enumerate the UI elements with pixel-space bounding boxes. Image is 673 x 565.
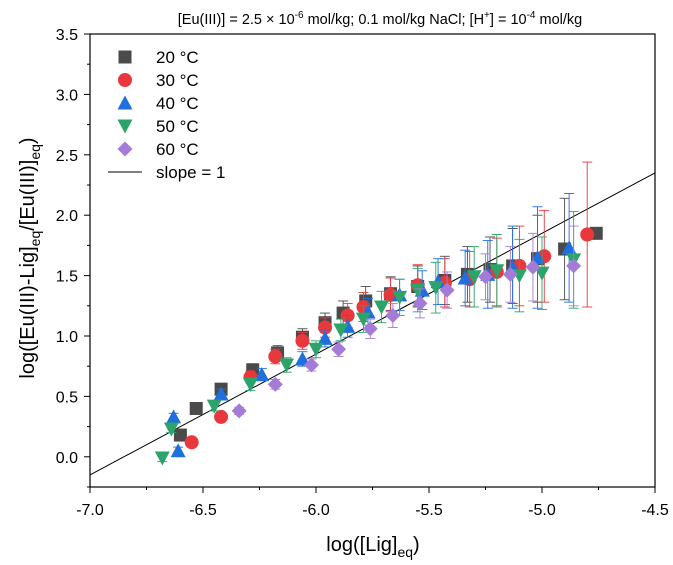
plot-frame [89, 33, 656, 488]
data-point [213, 386, 229, 401]
data-point [525, 259, 541, 275]
legend-label: 20 °C [156, 48, 199, 67]
plot-content [90, 161, 655, 476]
data-point [317, 330, 333, 345]
data-point [231, 403, 247, 419]
x-tick-label: -6.5 [189, 502, 217, 519]
x-axis-title: log([Lig]eq) [326, 534, 419, 560]
legend-marker [117, 141, 133, 157]
data-point [362, 321, 378, 337]
data-point [184, 435, 199, 450]
y-axis-title-a-sub: eq [27, 231, 43, 247]
x-tick-label: -6.0 [302, 502, 330, 519]
y-axis-title-a: log([Eu(III)-Lig] [17, 246, 39, 378]
y-tick-label: 0.5 [56, 389, 78, 406]
data-point [318, 320, 333, 335]
data-point [439, 282, 455, 298]
legend-marker [117, 119, 133, 134]
data-point [385, 307, 401, 323]
data-point [214, 409, 229, 424]
data-point [308, 342, 324, 357]
x-tick-label: -7.0 [76, 502, 104, 519]
legend-label: slope = 1 [156, 163, 225, 182]
y-tick-label: 3.0 [56, 87, 78, 104]
data-point [331, 341, 347, 357]
data-point [466, 270, 482, 285]
y-tick-label: 2.0 [56, 208, 78, 225]
title-sup-2: + [484, 10, 490, 21]
chart-title: [Eu(III)] = 2.5 × 10-6 mol/kg; 0.1 mol/k… [178, 10, 582, 28]
data-point [566, 258, 582, 274]
legend-marker [117, 95, 133, 110]
legend-label: 50 °C [156, 117, 199, 136]
data-point [534, 266, 550, 281]
data-point [294, 351, 310, 366]
y-tick-label: 1.0 [56, 329, 78, 346]
data-point [410, 283, 426, 298]
data-point [561, 240, 577, 255]
y-tick-label: 1.5 [56, 269, 78, 286]
title-part-1: [Eu(III)] = 2.5 × 10 [178, 12, 295, 28]
title-part-2: mol/kg; 0.1 mol/kg NaCl; [H [304, 12, 485, 28]
data-point [412, 295, 428, 311]
y-tick-label: 2.5 [56, 148, 78, 165]
data-point [478, 269, 493, 285]
legend-label: 30 °C [156, 71, 199, 90]
title-sup-3: -4 [527, 10, 536, 21]
legend-marker [118, 50, 132, 64]
y-axis-title-b-sub: eq [27, 144, 43, 160]
legend-label: 60 °C [156, 140, 199, 159]
title-part-4: mol/kg [535, 12, 582, 28]
plot-area [90, 161, 655, 476]
x-tick-label: -4.5 [641, 502, 669, 519]
y-tick-label: 3.5 [56, 27, 78, 44]
data-point [166, 409, 182, 424]
data-point [489, 264, 505, 279]
x-axis-title-end: ) [413, 534, 420, 556]
data-point [355, 312, 371, 327]
data-point [457, 270, 473, 285]
data-point [580, 227, 595, 242]
data-point [392, 290, 408, 305]
data-point [170, 443, 186, 458]
data-point [189, 401, 203, 415]
data-point [173, 428, 187, 442]
data-point [333, 323, 349, 338]
data-point [268, 349, 283, 364]
data-point [242, 377, 258, 392]
axis-ticks: -7.0 -6.5 -6.0 -5.5 -5.0 -4.5 0.0 0.5 1.0 1.5 2.0 2… [56, 27, 669, 519]
x-tick-label: -5.5 [415, 502, 443, 519]
data-point [295, 333, 310, 348]
legend-marker [118, 73, 132, 87]
series-diamond [231, 225, 582, 419]
y-axis-title-c: ) [17, 137, 39, 144]
legend: 20 °C 30 °C 40 °C 50 °C 60 °C slope = 1 [108, 48, 225, 182]
data-point [502, 266, 518, 282]
x-axis-title-sub: eq [397, 544, 413, 560]
data-point [374, 300, 390, 315]
data-point [154, 451, 170, 466]
data-point [267, 376, 283, 392]
title-sup-1: -6 [295, 10, 304, 21]
x-tick-label: -5.0 [528, 502, 556, 519]
data-point [206, 399, 222, 414]
data-point [254, 367, 270, 382]
data-point [279, 358, 295, 373]
data-point [303, 357, 319, 373]
title-part-3: ] = 10 [490, 12, 527, 28]
data-point [163, 422, 179, 437]
y-axis-title-b: /[Eu(III)] [17, 160, 39, 231]
y-axis-title: log([Eu(III)-Lig]eq/[Eu(III)]eq) [17, 137, 43, 378]
series-circle [184, 161, 595, 450]
legend-label: 40 °C [156, 94, 199, 113]
y-tick-label: 0.0 [56, 450, 78, 467]
data-point [428, 281, 444, 296]
x-axis-title-main: log([Lig] [326, 534, 397, 556]
